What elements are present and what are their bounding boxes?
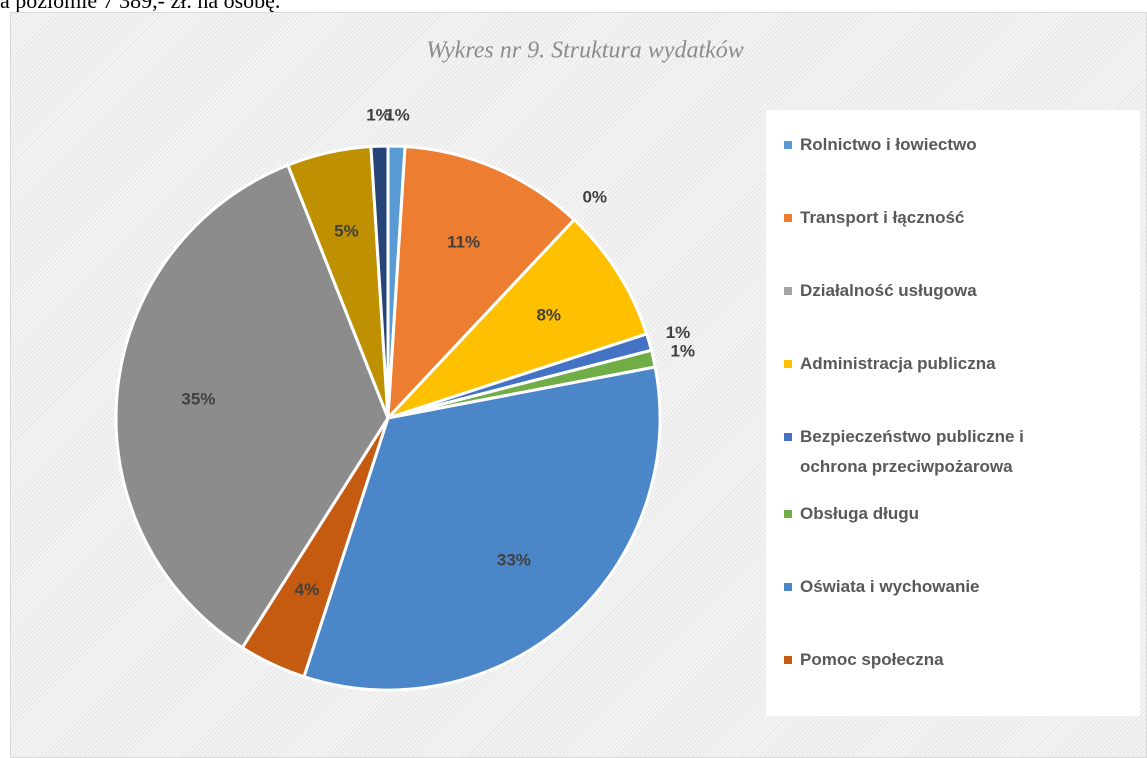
data-label: 1% — [366, 106, 391, 125]
pie-slice — [386, 144, 577, 423]
legend-label: Rolnictwo i łowiectwo — [800, 135, 977, 154]
legend-label: Oświata i wychowanie — [800, 577, 980, 596]
legend-entry: Administracja publiczna — [784, 349, 1130, 379]
legend-entry: Działalność usługowa — [784, 276, 1130, 306]
legend-entry: Rolnictwo i łowiectwo — [784, 130, 1130, 160]
data-label: 1% — [385, 106, 410, 125]
legend-label: Obsługa długu — [800, 504, 919, 523]
data-label: 33% — [497, 550, 531, 569]
data-label: 0% — [582, 187, 607, 206]
data-label: 1% — [670, 342, 695, 361]
data-label: 4% — [295, 580, 320, 599]
legend-swatch — [784, 510, 792, 518]
legend-label: Działalność usługowa — [800, 281, 977, 300]
legend-entry: Transport i łączność — [784, 203, 1130, 233]
legend: Rolnictwo i łowiectwo Transport i łącznoś… — [766, 110, 1140, 716]
legend-swatch — [784, 287, 792, 295]
legend-swatch — [784, 433, 792, 441]
legend-label: Transport i łączność — [800, 208, 965, 227]
legend-swatch — [784, 141, 792, 149]
legend-swatch — [784, 656, 792, 664]
pie-slice — [369, 144, 390, 419]
pie-slice — [114, 163, 390, 650]
legend-entry: Obsługa długu — [784, 499, 1130, 529]
pie-slice — [386, 217, 649, 420]
legend-swatch — [784, 583, 792, 591]
pie-slice — [302, 365, 662, 692]
legend-label: Bezpieczeństwo publiczne i ochrona przec… — [800, 427, 1024, 476]
chart-title: Wykres nr 9. Struktura wydatków — [426, 38, 744, 64]
data-label: 11% — [447, 233, 480, 252]
data-label: 8% — [536, 305, 561, 324]
legend-entry: Pomoc społeczna — [784, 645, 1130, 675]
legend-label: Pomoc społeczna — [800, 650, 944, 669]
legend-swatch — [784, 360, 792, 368]
legend-entry: Bezpieczeństwo publiczne i ochrona przec… — [784, 422, 1080, 482]
legend-swatch — [784, 214, 792, 222]
data-label: 5% — [334, 222, 359, 241]
data-label: 1% — [666, 323, 691, 342]
data-label: 35% — [181, 390, 215, 409]
legend-entry: Oświata i wychowanie — [784, 572, 1130, 602]
body-text: a poziomie 7 389,- zł. na osobę. — [0, 0, 281, 13]
legend-label: Administracja publiczna — [800, 354, 996, 373]
